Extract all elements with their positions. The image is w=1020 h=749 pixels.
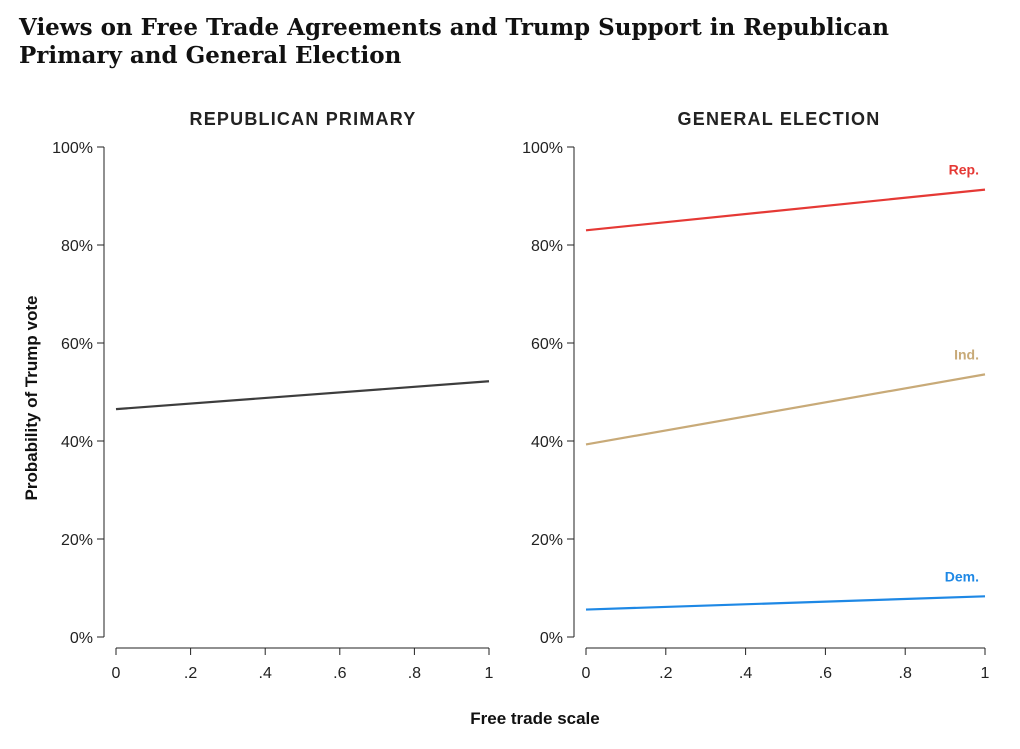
series-line-dem <box>585 595 986 611</box>
series-line-rep <box>585 188 986 232</box>
y-tick-label: 20% <box>531 532 563 549</box>
x-tick-label: 0 <box>112 665 121 682</box>
y-tick-label: 100% <box>522 140 563 157</box>
y-tick-label: 40% <box>531 434 563 451</box>
chart-title: Views on Free Trade Agreements and Trump… <box>19 14 889 69</box>
y-tick-label: 0% <box>70 630 93 647</box>
x-axis-title: Free trade scale <box>470 709 599 728</box>
y-tick-label: 40% <box>61 434 93 451</box>
x-tick-label: .6 <box>333 665 346 682</box>
x-tick-label: 1 <box>485 665 494 682</box>
series-line-ind <box>585 373 986 446</box>
x-tick-label: .2 <box>659 665 672 682</box>
panel-general-election: GENERAL ELECTION 0% 20% 40% 60% 80% 100% 0 .2 .4.… <box>522 109 989 682</box>
x-tick-label: 1 <box>981 665 990 682</box>
y-tick-label: 60% <box>61 336 93 353</box>
series-line-trumpsupport <box>115 380 490 411</box>
series-label-ind: Ind. <box>954 346 979 362</box>
y-tick-label: 20% <box>61 532 93 549</box>
x-tick-label: .4 <box>739 665 752 682</box>
x-tick-label: .4 <box>259 665 272 682</box>
series-label-dem: Dem. <box>945 568 979 584</box>
x-tick-label: .6 <box>819 665 832 682</box>
x-tick-label: .2 <box>184 665 197 682</box>
y-tick-label: 0% <box>540 630 563 647</box>
y-tick-label: 100% <box>52 140 93 157</box>
panel-title-general: GENERAL ELECTION <box>678 109 881 129</box>
panel-republican-primary: REPUBLICAN PRIMARY 0% 20% 40% 60% 80% 100% 0 .2.… <box>52 109 493 682</box>
x-tick-label: .8 <box>408 665 421 682</box>
x-tick-label: .8 <box>899 665 912 682</box>
panel-title-primary: REPUBLICAN PRIMARY <box>190 109 417 129</box>
y-tick-label: 80% <box>531 238 563 255</box>
x-tick-label: 0 <box>582 665 591 682</box>
y-axis-title: Probability of Trump vote <box>22 296 41 501</box>
y-tick-label: 80% <box>61 238 93 255</box>
series-label-rep: Rep. <box>949 162 979 178</box>
y-tick-label: 60% <box>531 336 563 353</box>
